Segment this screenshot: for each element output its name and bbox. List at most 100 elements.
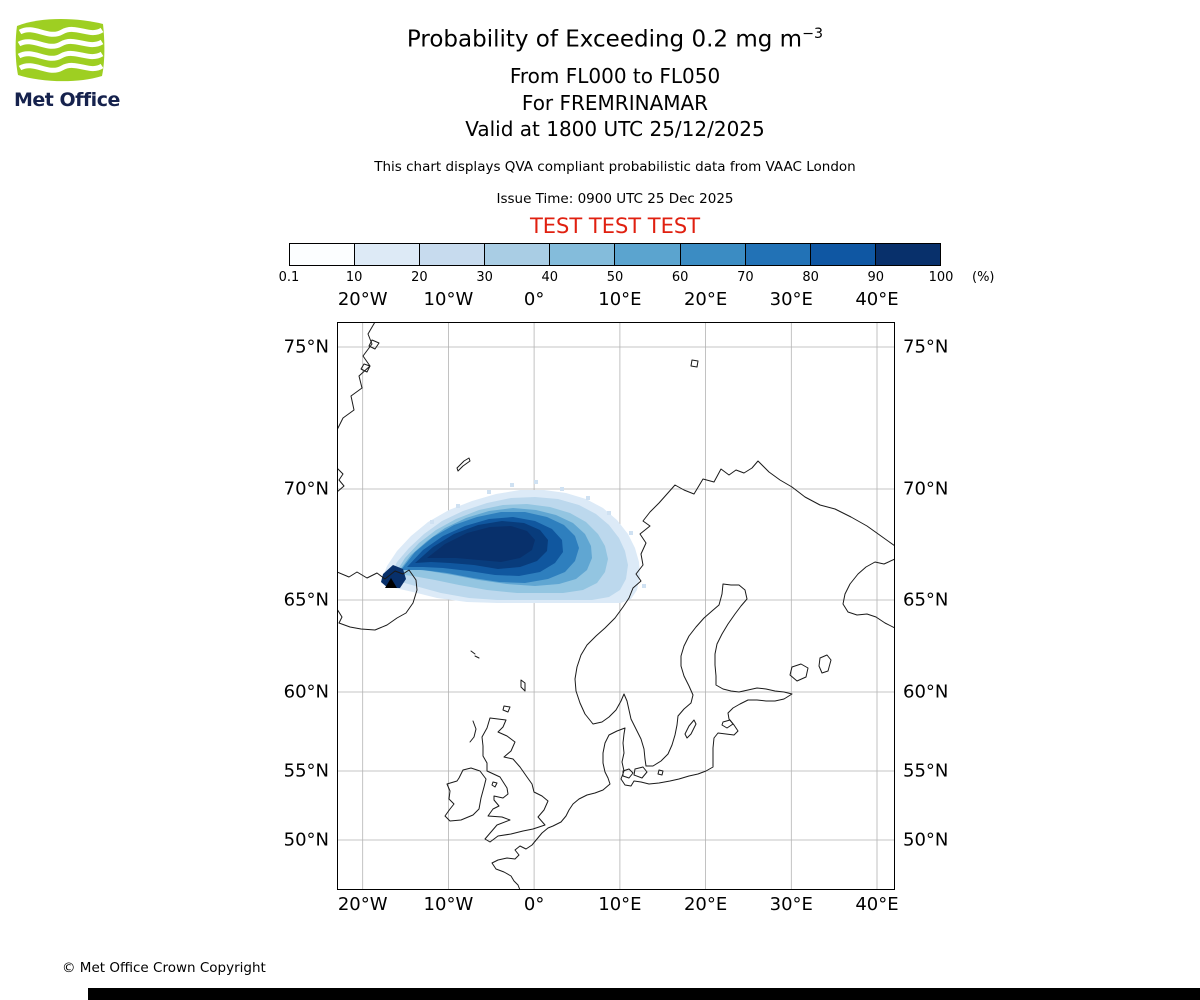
lon-tick-label-0: 20°W <box>337 289 388 310</box>
bottom-bar <box>88 988 1200 1000</box>
lat-tick-label-5: 50°N <box>283 829 329 851</box>
lat-tick-label-2: 65°N <box>903 589 949 611</box>
lat-tick-label-5: 50°N <box>903 829 949 851</box>
colorbar-tick-60: 60 <box>671 270 689 285</box>
colorbar-segment-8 <box>810 244 876 265</box>
map-canvas <box>337 322 895 890</box>
coastline-shetland <box>520 679 526 692</box>
longitude-labels-top: 20°W 10°W 0° 10°E 20°E 30°E 40°E <box>337 289 899 313</box>
lon-tick-label-1: 10°W <box>423 894 474 915</box>
lon-tick-label-0: 20°W <box>337 894 388 915</box>
lon-tick-label-4: 20°E <box>683 894 728 915</box>
latitude-labels-left: 75°N 70°N 65°N 60°N 55°N 50°N <box>237 322 332 890</box>
colorbar-tick-40: 40 <box>541 270 559 285</box>
title-exponent: −3 <box>802 26 824 42</box>
colorbar-segment-0 <box>290 244 356 265</box>
coastline-gotland <box>684 719 697 739</box>
coastline-greenland <box>337 322 376 431</box>
coastline-zealand <box>633 766 648 779</box>
lon-tick-label-6: 40°E <box>855 289 899 310</box>
colorbar-segment-7 <box>745 244 811 265</box>
volcano-name: For FREMRINAMAR <box>521 91 709 115</box>
met-office-flag-icon <box>15 19 105 82</box>
lon-tick-label-2: 0° <box>523 894 545 915</box>
lat-tick-label-0: 75°N <box>283 336 329 358</box>
coastline-white-sea <box>842 558 895 629</box>
colorbar-tick-10: 10 <box>345 270 363 285</box>
colorbar-unit: (%) <box>972 270 995 285</box>
lat-tick-label-4: 55°N <box>903 760 949 782</box>
coastline-saaremaa <box>721 719 734 729</box>
colorbar-segment-9 <box>875 244 940 265</box>
latitude-labels-right: 75°N 70°N 65°N 60°N 55°N 50°N <box>903 322 998 890</box>
greenland-islet-1 <box>368 339 380 350</box>
issue-time: Issue Time: 0900 UTC 25 Dec 2025 <box>496 191 734 207</box>
coastline-jan-mayen <box>456 457 471 472</box>
plume-band-90 <box>427 526 535 562</box>
lat-tick-label-1: 70°N <box>283 478 329 500</box>
coastlines <box>337 322 895 890</box>
coastline-funen <box>622 768 634 779</box>
colorbar-segment-4 <box>550 244 616 265</box>
test-banner: TEST TEST TEST <box>529 214 701 238</box>
map-border <box>337 322 895 890</box>
lake-ladoga <box>789 663 809 682</box>
coastline-bear-island <box>690 359 699 368</box>
colorbar-segment-3 <box>485 244 551 265</box>
greenland-islet-2 <box>360 363 371 373</box>
lat-tick-label-3: 60°N <box>903 681 949 703</box>
colorbar-segment-2 <box>420 244 486 265</box>
lat-tick-label-0: 75°N <box>903 336 949 358</box>
colorbar-tick-0.1: 0.1 <box>278 270 300 285</box>
probability-colorbar <box>289 243 941 266</box>
coastline-great-britain <box>481 717 549 843</box>
volcano-marker <box>385 578 397 588</box>
lat-tick-label-2: 65°N <box>283 589 329 611</box>
colorbar-segment-1 <box>355 244 421 265</box>
colorbar-tick-100: 100 <box>928 270 954 285</box>
lon-tick-label-5: 30°E <box>769 894 813 915</box>
lat-tick-label-3: 60°N <box>283 681 329 703</box>
copyright-notice: © Met Office Crown Copyright <box>62 960 266 976</box>
lat-tick-label-1: 70°N <box>903 478 949 500</box>
lon-tick-label-1: 10°W <box>423 289 474 310</box>
met-office-wordmark: Met Office <box>14 89 120 111</box>
coastline-scandinavia-europe <box>491 460 895 890</box>
lon-tick-label-2: 0° <box>523 289 545 310</box>
coastline-faroes <box>470 650 480 659</box>
met-office-logo: Met Office <box>14 18 124 111</box>
coastline-hebrides <box>469 720 477 743</box>
ash-probability-plume <box>381 480 646 603</box>
coastline-ireland <box>444 767 487 822</box>
coastline-greenland-scoresby <box>337 467 345 493</box>
page-title: Probability of Exceeding 0.2 mg m−3 <box>30 26 1200 53</box>
longitude-labels-bottom: 20°W 10°W 0° 10°E 20°E 30°E 40°E <box>337 894 899 918</box>
lon-tick-label-3: 10°E <box>598 894 642 915</box>
colorbar-tick-20: 20 <box>411 270 428 285</box>
colorbar-tick-70: 70 <box>737 270 754 285</box>
lon-tick-label-4: 20°E <box>683 289 728 310</box>
flight-level-range: From FL000 to FL050 <box>509 64 721 88</box>
colorbar-tick-80: 80 <box>802 270 819 285</box>
coastline-iceland <box>337 569 418 631</box>
lake-onega <box>818 654 832 674</box>
title-text: Probability of Exceeding 0.2 mg m <box>406 26 803 53</box>
coastline-orkney <box>502 705 511 713</box>
plume-speckles <box>430 480 646 588</box>
qva-note: This chart displays QVA compliant probab… <box>374 159 856 175</box>
lon-tick-label-5: 30°E <box>769 289 813 310</box>
lon-tick-label-3: 10°E <box>598 289 642 310</box>
plume-source-core <box>381 565 406 588</box>
map-gridlines <box>337 322 895 890</box>
colorbar-segment-5 <box>615 244 681 265</box>
colorbar-tick-90: 90 <box>867 270 885 285</box>
valid-time: Valid at 1800 UTC 25/12/2025 <box>465 117 765 141</box>
colorbar-tick-30: 30 <box>476 270 493 285</box>
colorbar-tick-labels: 0.1 10 20 30 40 50 60 70 80 90 100 <box>279 270 954 288</box>
colorbar-segment-6 <box>680 244 746 265</box>
lat-tick-label-4: 55°N <box>283 760 329 782</box>
coastline-bornholm <box>657 769 664 776</box>
colorbar-tick-50: 50 <box>606 270 624 285</box>
lon-tick-label-6: 40°E <box>855 894 899 915</box>
